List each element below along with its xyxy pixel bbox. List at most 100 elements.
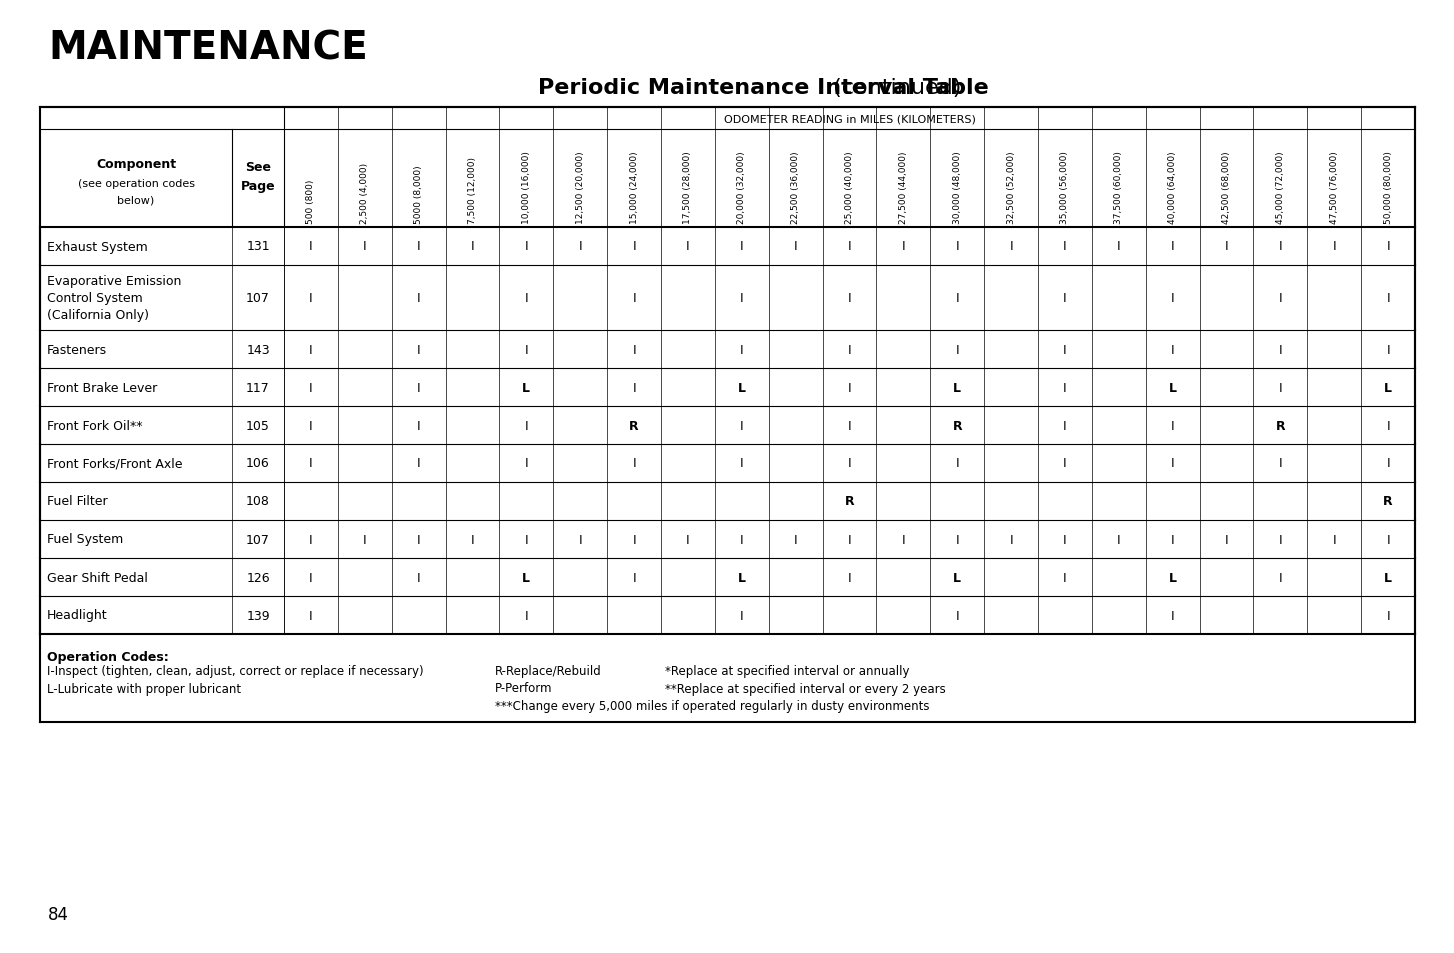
Text: 32,500 (52,000): 32,500 (52,000) (1006, 152, 1015, 224)
Text: See: See (246, 160, 270, 173)
Text: I: I (1063, 457, 1067, 470)
Text: (continued): (continued) (826, 78, 961, 98)
Text: I: I (310, 533, 313, 546)
Text: I: I (310, 343, 313, 356)
Text: 139: 139 (246, 609, 270, 622)
Text: Front Fork Oil**: Front Fork Oil** (47, 419, 142, 432)
Text: I: I (632, 571, 635, 584)
Text: I: I (417, 381, 420, 395)
Text: Operation Codes:: Operation Codes: (47, 650, 169, 663)
Text: I: I (1170, 457, 1175, 470)
Text: I: I (364, 240, 366, 253)
Text: 117: 117 (246, 381, 270, 395)
Text: I: I (1117, 240, 1121, 253)
Text: I: I (740, 457, 743, 470)
Text: below): below) (118, 195, 154, 205)
Text: I: I (525, 343, 528, 356)
Text: I: I (1386, 533, 1390, 546)
Text: I: I (1009, 240, 1013, 253)
Text: I: I (1063, 381, 1067, 395)
Text: I: I (632, 533, 635, 546)
Text: I: I (1117, 533, 1121, 546)
Text: L: L (737, 571, 746, 584)
Text: L: L (522, 571, 531, 584)
Text: I: I (1332, 240, 1336, 253)
Text: I: I (1170, 609, 1175, 622)
Text: I: I (1386, 240, 1390, 253)
Text: 10,000 (16,000): 10,000 (16,000) (522, 151, 531, 224)
Text: I: I (686, 240, 689, 253)
Text: *Replace at specified interval or annually: *Replace at specified interval or annual… (664, 664, 910, 677)
Text: I: I (1063, 343, 1067, 356)
Text: L: L (1169, 381, 1176, 395)
Text: I: I (848, 419, 851, 432)
Text: I: I (525, 240, 528, 253)
Text: L: L (522, 381, 531, 395)
Text: I: I (1063, 533, 1067, 546)
Text: I: I (1386, 419, 1390, 432)
Text: Page: Page (241, 180, 275, 193)
Text: I: I (740, 419, 743, 432)
Text: I: I (901, 240, 906, 253)
Text: Headlight: Headlight (47, 609, 108, 622)
Text: I: I (848, 457, 851, 470)
Text: Front Forks/Front Axle: Front Forks/Front Axle (47, 457, 183, 470)
Text: I: I (848, 571, 851, 584)
Text: R-Replace/Rebuild: R-Replace/Rebuild (494, 664, 602, 677)
Text: I: I (1278, 343, 1282, 356)
Text: 40,000 (64,000): 40,000 (64,000) (1168, 152, 1178, 224)
Text: I: I (1278, 533, 1282, 546)
Text: I: I (848, 292, 851, 305)
Text: R: R (630, 419, 638, 432)
Text: I: I (1170, 419, 1175, 432)
Text: P-Perform: P-Perform (494, 681, 553, 695)
Text: **Replace at specified interval or every 2 years: **Replace at specified interval or every… (664, 681, 945, 695)
Text: I: I (417, 419, 420, 432)
Text: I: I (1278, 457, 1282, 470)
Text: L: L (737, 381, 746, 395)
Text: I: I (1278, 571, 1282, 584)
Text: I: I (525, 533, 528, 546)
Text: I: I (848, 240, 851, 253)
Text: 12,500 (20,000): 12,500 (20,000) (576, 152, 585, 224)
Text: I: I (632, 343, 635, 356)
Text: I: I (1170, 292, 1175, 305)
Text: I: I (1170, 240, 1175, 253)
Text: I: I (525, 419, 528, 432)
Text: I: I (1278, 240, 1282, 253)
Text: 22,500 (36,000): 22,500 (36,000) (791, 152, 800, 224)
Text: I: I (525, 609, 528, 622)
Text: 42,500 (68,000): 42,500 (68,000) (1221, 152, 1232, 224)
Text: 108: 108 (246, 495, 270, 508)
Text: I: I (632, 240, 635, 253)
Text: I: I (632, 381, 635, 395)
Text: I: I (310, 240, 313, 253)
Text: I: I (1170, 343, 1175, 356)
Text: I: I (740, 533, 743, 546)
Text: I: I (955, 457, 960, 470)
Text: 25,000 (40,000): 25,000 (40,000) (845, 152, 853, 224)
Text: L: L (1384, 381, 1391, 395)
Text: Exhaust System: Exhaust System (47, 240, 148, 253)
Text: R: R (1383, 495, 1393, 508)
Text: I: I (955, 240, 960, 253)
Text: 30,000 (48,000): 30,000 (48,000) (952, 152, 961, 224)
Text: I: I (417, 240, 420, 253)
Text: I: I (848, 533, 851, 546)
Text: I: I (1170, 533, 1175, 546)
Text: I: I (471, 240, 474, 253)
Text: 131: 131 (246, 240, 270, 253)
Text: L: L (954, 571, 961, 584)
Text: R: R (952, 419, 963, 432)
Text: I: I (740, 292, 743, 305)
Text: 5000 (8,000): 5000 (8,000) (414, 165, 423, 224)
Text: 45,000 (72,000): 45,000 (72,000) (1275, 152, 1285, 224)
Text: I: I (740, 343, 743, 356)
Text: ***Change every 5,000 miles if operated regularly in dusty environments: ***Change every 5,000 miles if operated … (494, 700, 929, 713)
Text: I: I (1009, 533, 1013, 546)
Text: 106: 106 (246, 457, 270, 470)
Text: I: I (1063, 292, 1067, 305)
Text: I: I (471, 533, 474, 546)
Text: 107: 107 (246, 533, 270, 546)
Text: I: I (417, 533, 420, 546)
